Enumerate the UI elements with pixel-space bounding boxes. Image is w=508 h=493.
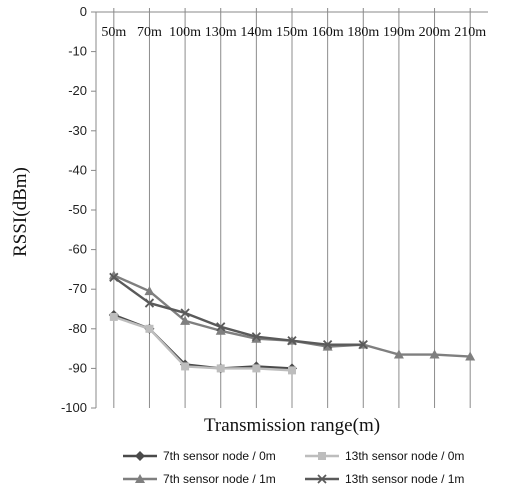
legend-label: 13th sensor node / 0m bbox=[345, 449, 464, 463]
legend-marker bbox=[135, 451, 145, 461]
x-tick-label: 200m bbox=[419, 25, 451, 40]
x-axis-title: Transmission range(m) bbox=[204, 415, 380, 436]
data-point bbox=[216, 364, 225, 373]
marker-stroke bbox=[287, 336, 297, 346]
data-point bbox=[180, 315, 191, 325]
y-tick-label: -20 bbox=[68, 83, 87, 98]
series-layer bbox=[108, 270, 476, 375]
data-point bbox=[145, 324, 154, 333]
series-line bbox=[113, 313, 293, 370]
marker-stroke bbox=[216, 322, 226, 332]
marker-stroke bbox=[358, 340, 368, 350]
series-line bbox=[113, 315, 293, 372]
marker-stroke bbox=[317, 474, 327, 484]
x-tick-label: 190m bbox=[383, 25, 415, 40]
data-point bbox=[109, 312, 118, 321]
data-point bbox=[216, 322, 226, 332]
legend-label: 7th sensor node / 0m bbox=[163, 449, 276, 463]
y-tick-label: -70 bbox=[68, 281, 87, 296]
data-point bbox=[252, 364, 261, 373]
series-4 bbox=[109, 272, 368, 350]
x-tick-label: 180m bbox=[347, 25, 379, 40]
marker-stroke bbox=[180, 308, 190, 318]
y-axis-title: RSSI(dBm) bbox=[10, 167, 31, 257]
y-tick-label: -60 bbox=[68, 242, 87, 257]
data-point bbox=[215, 325, 226, 335]
y-tick-label: 0 bbox=[80, 4, 87, 19]
y-tick-label: -50 bbox=[68, 202, 87, 217]
series-2 bbox=[109, 312, 296, 375]
data-point bbox=[144, 298, 155, 308]
marker-stroke bbox=[144, 298, 155, 308]
marker-stroke bbox=[109, 272, 119, 282]
legend: 7th sensor node / 0m 13th sensor node / 0… bbox=[123, 449, 464, 486]
data-point bbox=[287, 336, 297, 346]
legend-item: 13th sensor node / 1m bbox=[305, 472, 464, 486]
legend-item: 13th sensor node / 0m bbox=[305, 449, 464, 463]
data-point bbox=[429, 349, 440, 359]
x-tick-label: 100m bbox=[169, 25, 201, 40]
y-axis-ticks: 0 -10 -20 -30 -40 -50 -60 -70 -80 -90 -100 bbox=[61, 4, 96, 415]
y-tick-label: -30 bbox=[68, 123, 87, 138]
marker-stroke bbox=[251, 332, 262, 342]
data-point bbox=[180, 308, 190, 318]
x-tick-label: 70m bbox=[137, 25, 162, 40]
legend-item: 7th sensor node / 0m bbox=[123, 449, 276, 463]
x-tick-label: 140m bbox=[240, 25, 272, 40]
data-point bbox=[358, 340, 368, 350]
legend-item: 7th sensor node / 1m bbox=[123, 472, 276, 486]
y-tick-label: -10 bbox=[68, 44, 87, 59]
x-tick-label: 210m bbox=[454, 25, 486, 40]
legend-label: 7th sensor node / 1m bbox=[163, 472, 276, 486]
marker-stroke bbox=[322, 340, 333, 350]
x-tick-label: 50m bbox=[101, 25, 126, 40]
y-tick-label: -40 bbox=[68, 162, 87, 177]
x-tick-label: 130m bbox=[205, 25, 237, 40]
legend-marker bbox=[318, 452, 326, 460]
y-tick-label: -100 bbox=[61, 400, 87, 415]
y-tick-label: -80 bbox=[68, 321, 87, 336]
data-point bbox=[393, 349, 404, 359]
legend-label: 13th sensor node / 1m bbox=[345, 472, 464, 486]
data-point bbox=[251, 332, 262, 342]
legend-marker bbox=[317, 474, 327, 484]
data-point bbox=[288, 366, 296, 375]
data-point bbox=[144, 286, 155, 296]
x-tick-label: 160m bbox=[312, 25, 344, 40]
plot-area bbox=[95, 11, 488, 408]
x-tick-label: 150m bbox=[276, 25, 308, 40]
y-tick-label: -90 bbox=[68, 360, 87, 375]
data-point bbox=[465, 351, 476, 361]
data-point bbox=[109, 272, 119, 282]
data-point bbox=[181, 362, 190, 371]
x-axis-ticks: 50m 70m 100m 130m 140m 150m 160m 180m 190m 200m 21… bbox=[101, 8, 486, 40]
legend-marker bbox=[135, 474, 145, 483]
data-point bbox=[322, 340, 333, 350]
series-line bbox=[113, 276, 364, 346]
data-point bbox=[108, 270, 119, 280]
